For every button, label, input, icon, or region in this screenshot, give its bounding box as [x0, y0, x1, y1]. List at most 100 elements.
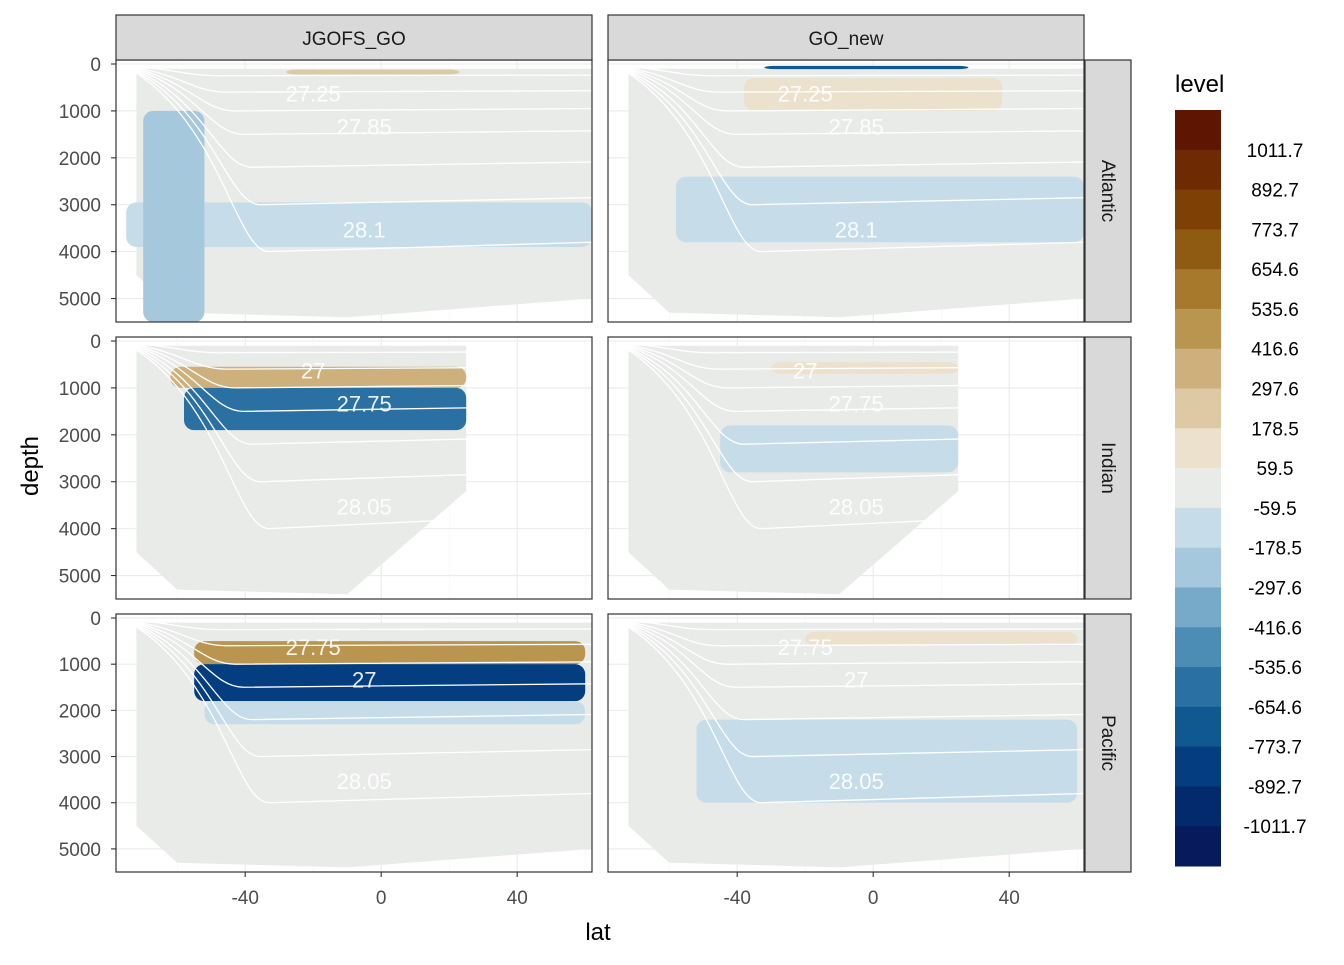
contour-label: 27.75	[778, 635, 833, 660]
contour-label: 27	[844, 667, 868, 692]
isopycnal-contour	[617, 343, 959, 530]
isopycnal-contour	[125, 66, 592, 206]
y-tick-label: 1000	[59, 655, 101, 676]
isopycnal-contour	[618, 343, 959, 389]
isopycnal-contour	[618, 66, 1084, 136]
y-tick-label: 5000	[59, 290, 101, 311]
legend-label: -535.6	[1248, 658, 1302, 679]
data-band	[184, 387, 467, 431]
isopycnal-contour	[125, 66, 592, 253]
contour-label: 28.05	[337, 769, 392, 794]
legend-title: level	[1175, 71, 1224, 98]
legend-label: -178.5	[1248, 539, 1302, 560]
isopycnal-contour	[618, 620, 1084, 647]
legend-label: -297.6	[1248, 578, 1302, 599]
contour-label: 27	[793, 359, 817, 384]
isopycnal-contour	[126, 620, 592, 647]
legend-label: 59.5	[1257, 459, 1294, 480]
isopycnal-contour	[618, 620, 1084, 688]
data-band	[744, 78, 1003, 111]
legend-label: -1011.7	[1243, 817, 1306, 838]
isopycnal-contour	[126, 620, 592, 665]
y-tick-label: 4000	[59, 243, 101, 264]
y-tick-label: 0	[90, 55, 101, 76]
isopycnal-contour	[125, 343, 467, 445]
x-tick-label: 0	[376, 888, 387, 909]
contour-label: 27.75	[829, 391, 884, 416]
legend-label: 178.5	[1251, 419, 1299, 440]
panel-border	[115, 336, 593, 600]
isopycnal-contour	[126, 620, 592, 631]
legend-label: 654.6	[1251, 260, 1299, 281]
panel-border	[607, 613, 1085, 873]
y-tick-label: 3000	[59, 196, 101, 217]
isopycnal-contour	[126, 343, 467, 413]
y-tick-label: 4000	[59, 794, 101, 815]
legend-color-swatch	[1175, 547, 1221, 588]
panel-pacific-go-new: 27.75 27 28.05	[608, 614, 1084, 872]
panel-indian-go-new: 27 27.75 28.05	[608, 337, 1084, 599]
legend-label: 416.6	[1251, 340, 1299, 361]
isopycnal-contour	[126, 66, 592, 136]
facet-strip-label: Indian	[1097, 442, 1118, 494]
legend-color-swatch	[1175, 587, 1221, 628]
data-band	[194, 641, 586, 665]
isopycnal-contour	[125, 620, 592, 758]
x-axis-title: lat	[585, 919, 611, 946]
legend-color-swatch	[1175, 269, 1221, 310]
data-band	[126, 202, 592, 247]
facet-strip-label: Pacific	[1097, 715, 1118, 771]
legend-label: -416.6	[1248, 618, 1302, 639]
data-band	[764, 65, 969, 70]
isopycnal-contour	[125, 620, 592, 721]
isopycnal-contour	[617, 620, 1084, 804]
x-tick-label: -40	[231, 888, 258, 909]
facet-strip-label: JGOFS_GO	[302, 29, 405, 50]
legend-color-swatch	[1175, 388, 1221, 429]
contour-label: 27.85	[829, 114, 884, 139]
facet-strip-label: Atlantic	[1097, 160, 1118, 222]
y-tick-label: 1000	[59, 379, 101, 400]
isopycnal-contour	[617, 620, 1084, 721]
contour-label: 28.05	[829, 495, 884, 520]
y-tick-label: 5000	[59, 567, 101, 588]
contour-label: 27.75	[286, 635, 341, 660]
legend-label: 773.7	[1251, 220, 1299, 241]
data-band	[194, 664, 586, 702]
data-band	[676, 176, 1084, 243]
contour-label: 27.85	[337, 114, 392, 139]
legend-color-swatch	[1175, 149, 1221, 191]
facet-strip-jgofs-go	[115, 14, 593, 61]
y-tick-label: 2000	[59, 149, 101, 170]
legend-color-swatch	[1175, 110, 1221, 151]
isopycnal-contour	[126, 343, 467, 370]
y-tick-label: 2000	[59, 426, 101, 447]
data-band	[720, 425, 959, 473]
legend-label: -773.7	[1248, 738, 1302, 759]
contour-label: 28.1	[835, 218, 878, 243]
legend-label: -892.7	[1248, 777, 1302, 798]
y-axis-title: depth	[17, 436, 44, 496]
isopycnal-contour	[617, 343, 959, 483]
legend-color-swatch	[1175, 308, 1221, 350]
isopycnal-contour	[126, 66, 592, 77]
legend-label: -654.6	[1248, 698, 1302, 719]
legend-color-swatch	[1175, 507, 1221, 549]
contour-label: 27.25	[778, 82, 833, 107]
contour-label: 28.1	[343, 218, 386, 243]
legend-color-swatch	[1175, 706, 1221, 748]
panel-indian-jgofs-go: 27 27.75 28.05	[116, 337, 592, 599]
x-tick-label: 40	[999, 888, 1020, 909]
isopycnal-contour	[618, 620, 1084, 665]
y-tick-label: 0	[90, 332, 101, 353]
panel-border	[115, 613, 593, 873]
contour-label: 27.25	[286, 82, 341, 107]
contour-label: 27.75	[337, 391, 392, 416]
panel-pacific-jgofs-go: 27.75 27 28.05	[116, 614, 592, 872]
data-band	[286, 69, 460, 75]
isopycnal-contour	[617, 66, 1084, 206]
legend-color-swatch	[1175, 786, 1221, 827]
isopycnal-contour	[126, 66, 592, 93]
facet-strip-go-new	[607, 14, 1085, 61]
